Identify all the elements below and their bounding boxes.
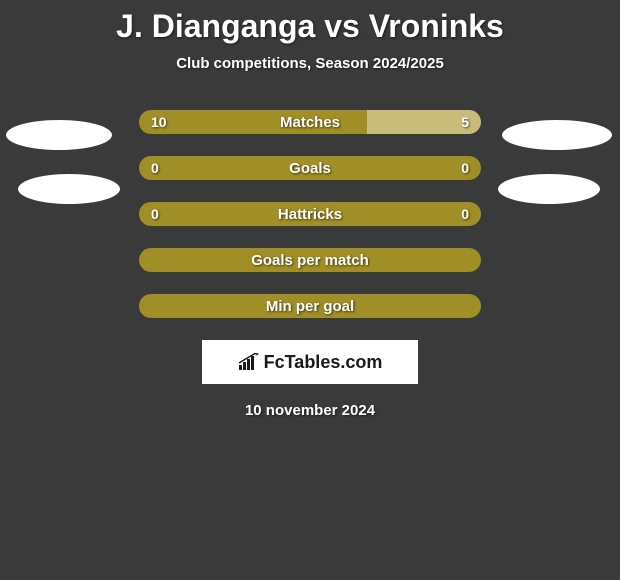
decorative-ellipse: [502, 120, 612, 150]
logo-text: FcTables.com: [238, 352, 383, 373]
stat-label: Min per goal: [266, 298, 354, 315]
stat-bar-left: [139, 156, 310, 180]
stat-label: Goals per match: [251, 252, 369, 269]
decorative-ellipse: [498, 174, 600, 204]
stat-value-right: 5: [461, 114, 469, 130]
page-title: J. Dianganga vs Vroninks: [0, 0, 620, 45]
stat-label: Goals: [289, 160, 331, 177]
stat-label: Hattricks: [278, 206, 342, 223]
stat-value-left: 10: [151, 114, 167, 130]
stat-value-right: 0: [461, 160, 469, 176]
logo-box: FcTables.com: [202, 340, 418, 384]
stat-label: Matches: [280, 114, 340, 131]
stat-value-left: 0: [151, 160, 159, 176]
logo-label: FcTables.com: [264, 352, 383, 373]
stat-row: Goals per match: [139, 248, 481, 272]
stat-row: 0 0 Goals: [139, 156, 481, 180]
stat-value-left: 0: [151, 206, 159, 222]
stat-row: Min per goal: [139, 294, 481, 318]
stat-row: 10 5 Matches: [139, 110, 481, 134]
stat-row: 0 0 Hattricks: [139, 202, 481, 226]
page-subtitle: Club competitions, Season 2024/2025: [0, 55, 620, 72]
chart-icon: [238, 353, 260, 371]
stat-value-right: 0: [461, 206, 469, 222]
decorative-ellipse: [6, 120, 112, 150]
decorative-ellipse: [18, 174, 120, 204]
stat-bar-right: [310, 156, 481, 180]
date-text: 10 november 2024: [0, 402, 620, 419]
